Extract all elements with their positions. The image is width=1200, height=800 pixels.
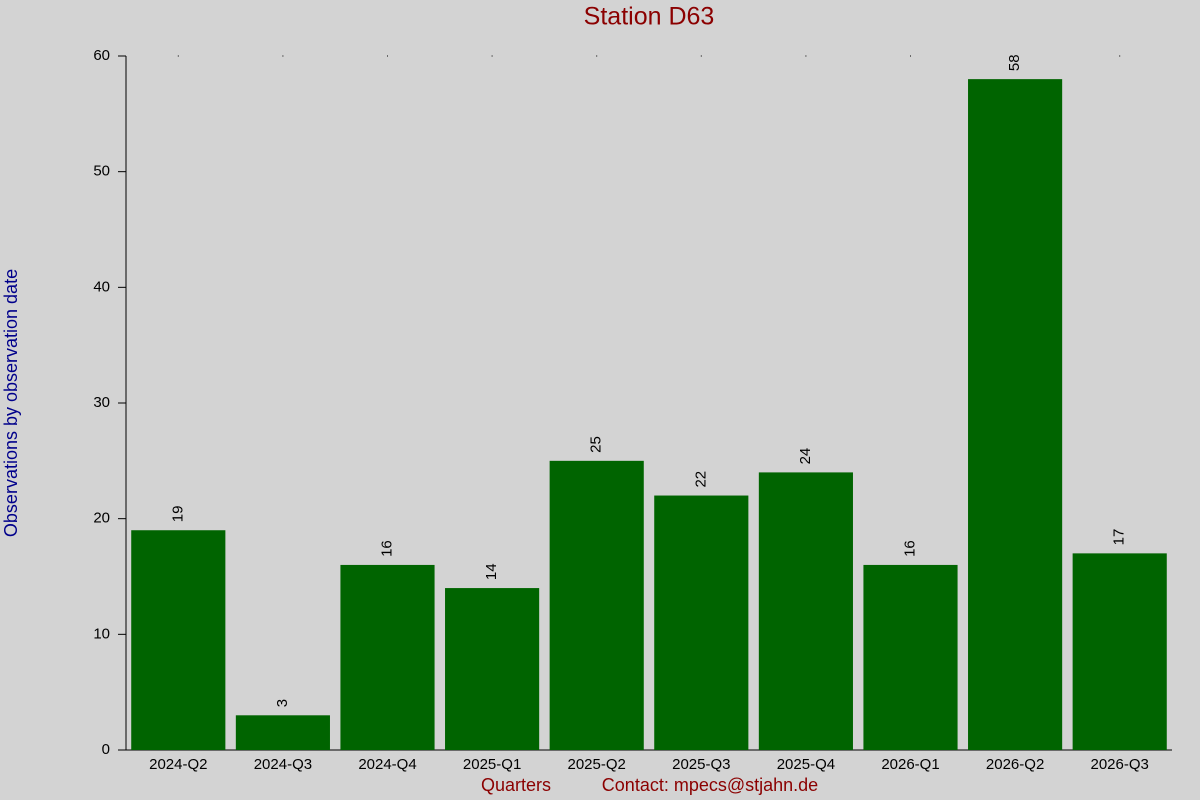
value-label: 16 [901,540,918,557]
x-tick-label: 2024-Q3 [254,756,312,773]
y-tick-label: 50 [93,163,110,180]
top-dot [177,55,179,57]
x-tick-label: 2026-Q2 [986,756,1044,773]
top-dot [491,55,493,57]
y-tick-label: 20 [93,510,110,527]
x-tick-label: 2026-Q3 [1091,756,1149,773]
bar [235,715,330,750]
value-label: 22 [692,471,709,488]
y-tick-label: 40 [93,278,110,295]
top-dot [700,55,702,57]
top-dot [1014,55,1016,57]
value-label: 17 [1111,529,1128,546]
bar [1072,553,1167,750]
value-label: 14 [483,563,500,580]
bar [445,588,540,750]
y-axis-title: Observations by observation date [1,269,21,537]
y-tick-label: 10 [93,625,110,642]
x-tick-label: 2024-Q4 [358,756,416,773]
top-dot [910,55,911,57]
top-dot [282,55,284,57]
bar [340,564,435,750]
value-label: 3 [274,699,291,707]
bar [131,530,226,750]
chart-title: Station D63 [584,3,715,31]
value-label: 25 [588,436,605,453]
value-label: 58 [1006,54,1023,71]
x-tick-label: 2024-Q2 [149,756,207,773]
bar [863,564,958,750]
contact: Contact: mpecs@stjahn.de [602,775,818,795]
y-tick-label: 60 [93,47,110,64]
value-label: 24 [797,448,814,465]
y-tick-label: 0 [102,741,110,758]
x-tick-label: 2025-Q1 [463,756,521,773]
x-tick-label: 2025-Q2 [568,756,626,773]
x-tick-label: 2025-Q3 [672,756,730,773]
value-label: 19 [169,506,186,523]
x-axis-title: Quarters [481,775,551,795]
y-tick-label: 30 [93,394,110,411]
x-tick-label: 2025-Q4 [777,756,835,773]
bar [758,472,853,750]
top-dot [805,55,807,57]
bar [549,460,644,750]
bar [968,79,1063,751]
value-label: 16 [378,540,395,557]
x-tick-label: 2026-Q1 [881,756,939,773]
bar [654,495,749,750]
top-dot [596,55,598,57]
top-dot [387,55,388,57]
top-dot [1119,55,1121,57]
